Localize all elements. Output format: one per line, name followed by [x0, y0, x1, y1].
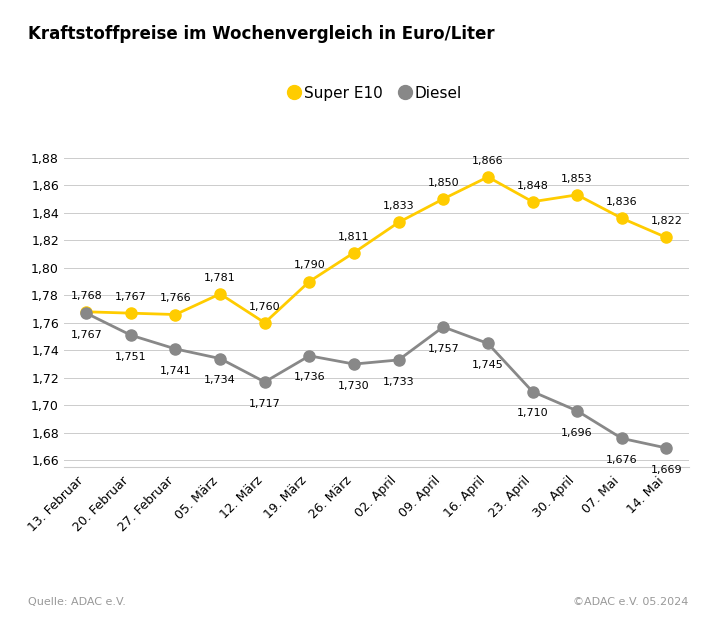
Text: 1,760: 1,760 [249, 302, 280, 312]
Text: 1,730: 1,730 [338, 381, 370, 391]
Text: 1,767: 1,767 [115, 292, 147, 302]
Text: 1,822: 1,822 [650, 216, 682, 226]
Text: 1,745: 1,745 [472, 360, 504, 370]
Text: 1,733: 1,733 [383, 377, 415, 387]
Text: 1,836: 1,836 [606, 197, 638, 207]
Text: 1,734: 1,734 [204, 375, 236, 385]
Legend: Super E10, Diesel: Super E10, Diesel [290, 85, 462, 100]
Text: 1,853: 1,853 [562, 174, 593, 184]
Text: 1,848: 1,848 [517, 181, 548, 191]
Text: 1,696: 1,696 [562, 427, 593, 437]
Text: 1,850: 1,850 [427, 178, 459, 188]
Text: ©ADAC e.V. 05.2024: ©ADAC e.V. 05.2024 [574, 597, 689, 607]
Text: 1,751: 1,751 [115, 352, 147, 362]
Text: 1,710: 1,710 [517, 408, 548, 418]
Text: 1,833: 1,833 [383, 201, 415, 211]
Text: 1,768: 1,768 [70, 291, 102, 301]
Text: 1,781: 1,781 [204, 273, 236, 283]
Text: Kraftstoffpreise im Wochenvergleich in Euro/Liter: Kraftstoffpreise im Wochenvergleich in E… [28, 25, 495, 43]
Text: 1,717: 1,717 [248, 399, 280, 409]
Text: 1,676: 1,676 [606, 455, 638, 465]
Text: 1,669: 1,669 [650, 465, 682, 475]
Text: 1,790: 1,790 [293, 260, 325, 270]
Text: 1,811: 1,811 [338, 232, 370, 242]
Text: 1,757: 1,757 [427, 344, 459, 354]
Text: 1,767: 1,767 [70, 330, 102, 340]
Text: 1,736: 1,736 [293, 373, 325, 383]
Text: 1,766: 1,766 [160, 293, 191, 303]
Text: 1,741: 1,741 [160, 366, 192, 376]
Text: Quelle: ADAC e.V.: Quelle: ADAC e.V. [28, 597, 126, 607]
Text: 1,866: 1,866 [472, 156, 503, 166]
